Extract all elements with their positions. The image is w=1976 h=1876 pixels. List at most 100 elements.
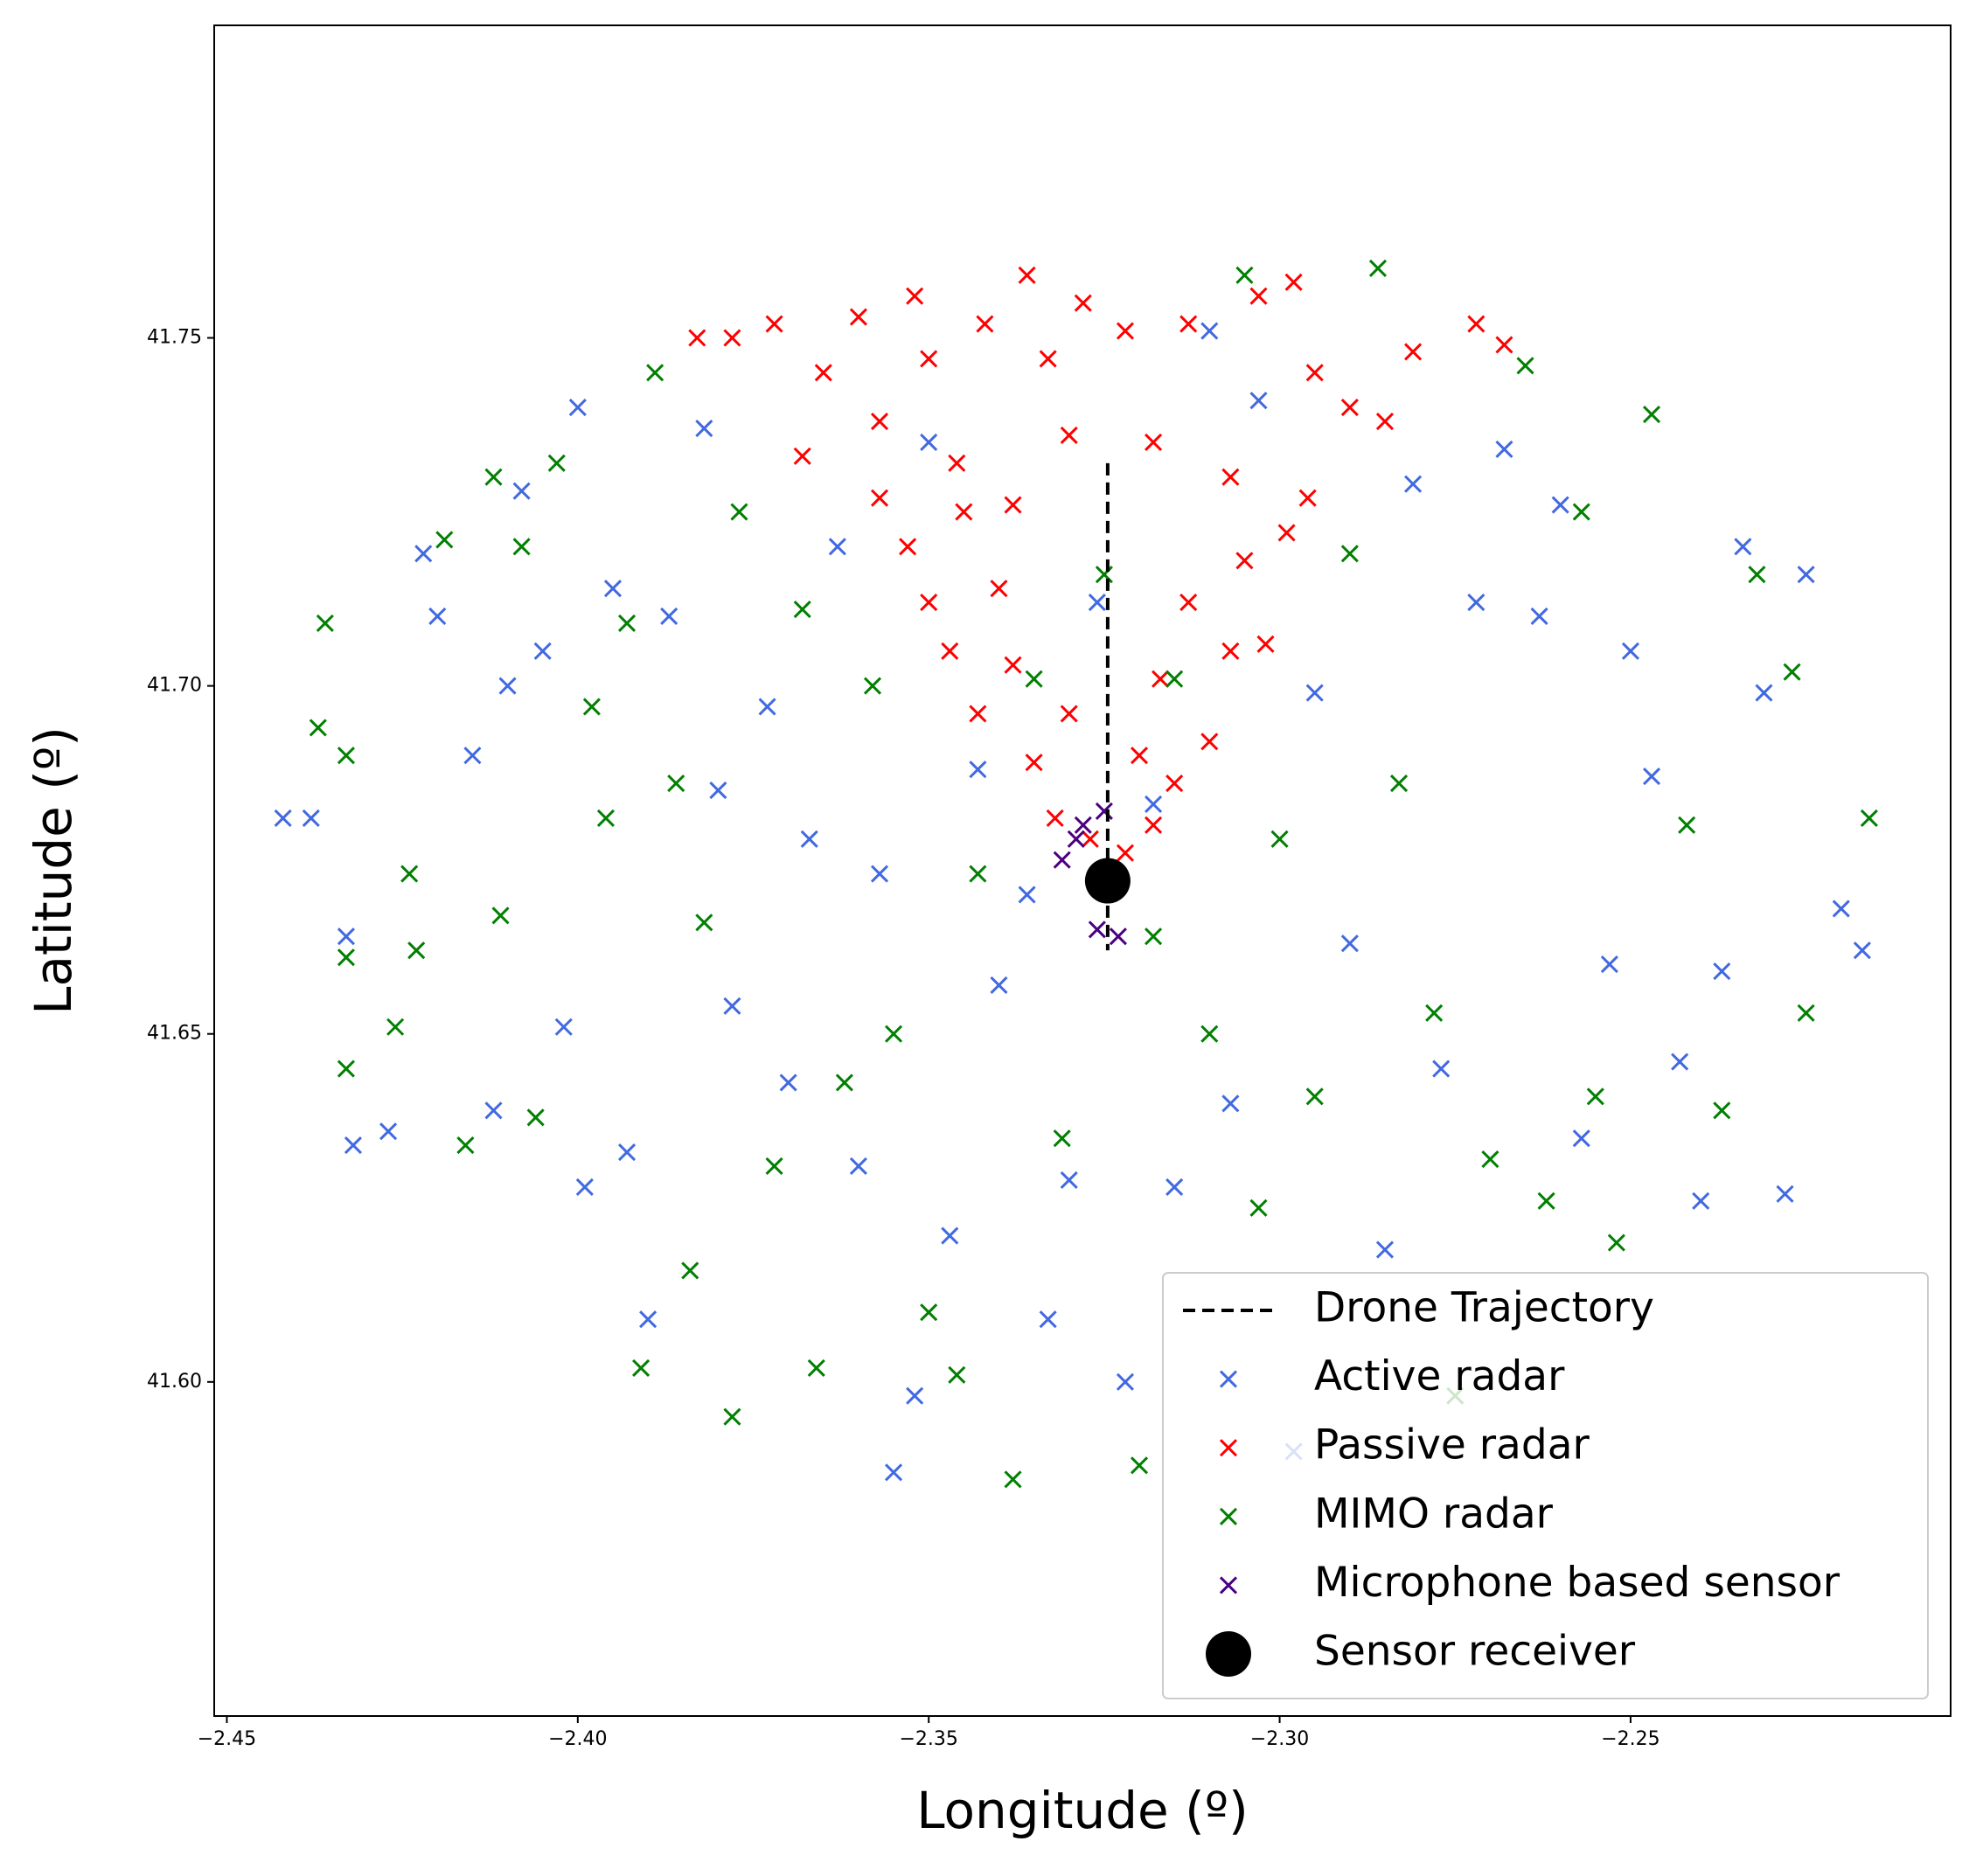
sensor-point [632, 1358, 651, 1377]
sensor-point [1095, 802, 1113, 820]
sensor-point [899, 538, 917, 556]
sensor-point [309, 719, 327, 737]
sensor-point [920, 1303, 938, 1322]
sensor-point [1221, 642, 1240, 660]
y-axis-label: Latitude (º) [24, 726, 83, 1015]
sensor-point [990, 976, 1008, 995]
sensor-point [1270, 830, 1289, 848]
sensor-point [337, 948, 355, 967]
sensor-point [1060, 1171, 1078, 1189]
x-tick-label: −2.35 [899, 1728, 957, 1750]
sensor-point [1671, 1053, 1689, 1071]
sensor-point [639, 1310, 658, 1329]
sensor-point [646, 364, 664, 382]
sensor-point [512, 538, 531, 556]
sensor-point [1081, 830, 1099, 848]
sensor-point [1053, 1129, 1071, 1148]
sensor-point [849, 308, 867, 326]
x-tick-label: −2.45 [198, 1728, 256, 1750]
y-tick-label: 41.65 [147, 1023, 202, 1045]
sensor-point [1551, 496, 1569, 514]
sensor-point [1165, 1178, 1184, 1196]
sensor-point [1060, 426, 1078, 445]
sensor-point [1152, 670, 1170, 688]
sensor-point [870, 865, 889, 883]
sensor-point [1586, 1087, 1604, 1106]
sensor-point [807, 1358, 825, 1377]
sensor-point [1537, 1192, 1555, 1210]
sensor-point [688, 329, 706, 347]
sensor-point [1748, 566, 1766, 584]
legend-marker [1206, 1631, 1251, 1677]
sensor-point [1495, 440, 1513, 458]
sensor-point [1642, 768, 1661, 786]
sensor-point [1130, 1456, 1149, 1475]
sensor-point [1432, 1060, 1451, 1078]
sensor-point [1340, 545, 1359, 563]
sensor-point [849, 1157, 867, 1176]
sensor-point [1368, 259, 1388, 277]
x-tick-label: −2.40 [548, 1728, 607, 1750]
sensor-point [695, 419, 713, 438]
sensor-point [484, 468, 503, 486]
sensor-point [723, 329, 741, 347]
y-tick-label: 41.60 [147, 1371, 202, 1393]
sensor-point [1340, 935, 1359, 953]
sensor-point [1088, 593, 1106, 612]
sensor-point [779, 1073, 797, 1092]
sensor-point [463, 747, 482, 765]
sensor-point [302, 809, 320, 827]
y-tick-label: 41.75 [147, 326, 202, 348]
sensor-point [1642, 406, 1661, 424]
sensor-point [1713, 962, 1731, 981]
sensor-point [1116, 1372, 1135, 1391]
sensor-point [1734, 538, 1752, 556]
sensor-point [337, 928, 355, 946]
legend-label: MIMO radar [1314, 1490, 1554, 1538]
sensor-point [1298, 489, 1317, 507]
sensor-point [765, 315, 783, 333]
sensor-point [1046, 809, 1064, 827]
sensor-point [906, 287, 924, 305]
sensor-point [870, 412, 889, 431]
sensor-point [884, 1025, 903, 1043]
sensor-point [1221, 1094, 1240, 1113]
sensor-point [667, 775, 685, 793]
sensor-point [1060, 705, 1078, 723]
sensor-point [906, 1386, 924, 1405]
sensor-point [1621, 642, 1640, 660]
sensor-point [603, 580, 623, 598]
sensor-point [1095, 566, 1113, 584]
sensor-point [344, 1136, 363, 1155]
sensor-point [533, 642, 552, 660]
sensor-point [1249, 392, 1268, 410]
sensor-point [1305, 684, 1324, 702]
sensor-point [526, 1108, 545, 1127]
sensor-point [955, 503, 973, 521]
legend-marker [1219, 1439, 1238, 1457]
sensor-point [1404, 475, 1423, 493]
sensor-point [1375, 412, 1395, 431]
sensor-point [1145, 433, 1163, 451]
sensor-point [1572, 1129, 1590, 1148]
legend-marker [1219, 1370, 1238, 1388]
sensor-point [1130, 747, 1149, 765]
sensor-point [1783, 663, 1801, 681]
sensor-point [920, 593, 938, 612]
sensor-point [1200, 1025, 1219, 1043]
sensor-point [870, 489, 889, 507]
sensor-point [1145, 928, 1163, 946]
sensor-point [884, 1463, 903, 1482]
sensor-point [723, 997, 741, 1015]
sensor-point [1340, 399, 1359, 417]
sensor-point [1277, 524, 1296, 542]
sensor-point [435, 531, 454, 549]
legend-box [1162, 1272, 1929, 1699]
sensor-point [1025, 670, 1043, 688]
sensor-point [1235, 266, 1254, 284]
legend-label: Microphone based sensor [1314, 1559, 1840, 1607]
sensor-point [1074, 816, 1092, 834]
legend-label: Drone Trajectory [1314, 1284, 1654, 1332]
sensor-point [617, 1143, 637, 1162]
sensor-point [758, 698, 776, 716]
